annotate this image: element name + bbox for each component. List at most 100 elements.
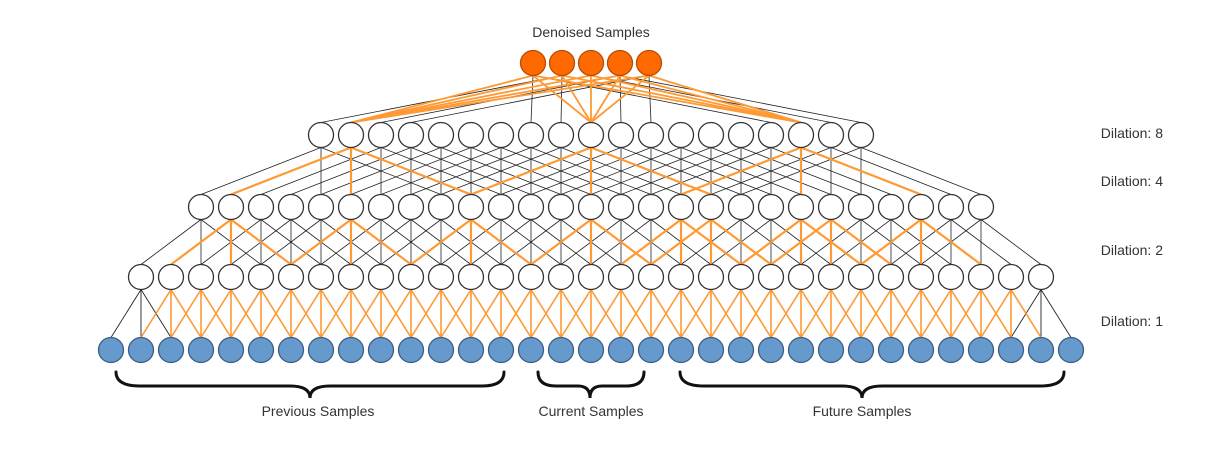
- input-sample-node: [817, 336, 845, 364]
- dilation-2-node: [757, 263, 785, 291]
- highlight-edge: [620, 289, 652, 338]
- dilation-8-node: [667, 121, 695, 149]
- highlight-edge: [648, 74, 802, 124]
- dilation-2-node: [547, 263, 575, 291]
- highlight-edge: [800, 146, 922, 196]
- highlight-edge: [590, 218, 652, 266]
- dilation-8-node: [697, 121, 725, 149]
- dilation-2-node: [937, 263, 965, 291]
- highlight-edge: [530, 218, 592, 266]
- highlight-edge: [230, 218, 292, 266]
- highlight-edge: [530, 289, 562, 338]
- highlight-edge: [350, 74, 563, 124]
- dilation-4-node: [967, 193, 995, 221]
- highlight-edge: [590, 74, 802, 124]
- denoised-sample-node: [519, 49, 547, 77]
- edge: [710, 147, 832, 195]
- dilation-8-node: [367, 121, 395, 149]
- dilation-2-node: [667, 263, 695, 291]
- dilation-2-node: [217, 263, 245, 291]
- edge: [560, 147, 682, 195]
- title-denoised-samples: Denoised Samples: [532, 24, 650, 40]
- highlight-edge: [170, 289, 202, 338]
- current-samples-label: Current Samples: [538, 403, 643, 419]
- input-sample-node: [487, 336, 515, 364]
- input-sample-node: [757, 336, 785, 364]
- highlight-edge: [710, 289, 742, 338]
- denoised-sample-node: [606, 49, 634, 77]
- highlight-edge: [680, 146, 802, 196]
- dilation-2-node: [517, 263, 545, 291]
- edge: [410, 147, 532, 195]
- highlight-edge: [290, 218, 352, 266]
- highlight-edge: [440, 289, 472, 338]
- dilation-4-node: [877, 193, 905, 221]
- highlight-edge: [230, 146, 352, 196]
- highlight-edge: [890, 289, 922, 338]
- dilation-2-node: [487, 263, 515, 291]
- dilation-8-node: [757, 121, 785, 149]
- input-sample-node: [547, 336, 575, 364]
- highlight-edge: [860, 289, 892, 338]
- highlight-edge: [800, 218, 862, 266]
- dilation-4-node: [337, 193, 365, 221]
- dilation-2-node: [157, 263, 185, 291]
- previous-samples-brace: [114, 370, 506, 399]
- dilation-4-node: [517, 193, 545, 221]
- dilation-2-node: [847, 263, 875, 291]
- input-sample-node: [937, 336, 965, 364]
- dilation-4-label: Dilation: 4: [1101, 173, 1163, 189]
- highlight-edge: [980, 289, 1012, 338]
- highlight-edge: [561, 75, 592, 123]
- dilation-2-node: [577, 263, 605, 291]
- nodes-layer: [97, 49, 1085, 364]
- input-sample-node: [277, 336, 305, 364]
- dilation-4-node: [547, 193, 575, 221]
- dilation-8-node: [547, 121, 575, 149]
- input-sample-node: [1057, 336, 1085, 364]
- input-sample-node: [517, 336, 545, 364]
- highlight-edge: [380, 289, 412, 338]
- dilation-8-node: [337, 121, 365, 149]
- highlight-edge: [860, 218, 922, 266]
- dilation-4-node: [457, 193, 485, 221]
- highlight-edge: [470, 289, 502, 338]
- highlight-edge: [920, 289, 952, 338]
- dilation-8-node: [487, 121, 515, 149]
- dilation-4-node: [727, 193, 755, 221]
- dilation-8-node: [847, 121, 875, 149]
- dilation-4-node: [367, 193, 395, 221]
- highlight-edge: [320, 289, 352, 338]
- dilation-2-node: [247, 263, 275, 291]
- edge: [500, 147, 622, 195]
- highlight-edge: [350, 146, 472, 196]
- input-sample-node: [247, 336, 275, 364]
- highlight-edge: [650, 289, 682, 338]
- input-sample-node: [727, 336, 755, 364]
- dilation-4-node: [757, 193, 785, 221]
- dilation-8-node: [427, 121, 455, 149]
- dilation-4-node: [607, 193, 635, 221]
- denoised-sample-node: [577, 49, 605, 77]
- highlight-edge: [350, 74, 650, 124]
- future-samples-label: Future Samples: [813, 403, 912, 419]
- dilation-8-node: [637, 121, 665, 149]
- highlight-edge: [410, 218, 472, 266]
- dilation-4-node: [577, 193, 605, 221]
- input-sample-node: [97, 336, 125, 364]
- dilation-2-label: Dilation: 2: [1101, 242, 1163, 258]
- edge: [860, 147, 982, 195]
- dilation-2-node: [997, 263, 1025, 291]
- input-sample-node: [847, 336, 875, 364]
- input-sample-node: [997, 336, 1025, 364]
- dilation-2-node: [607, 263, 635, 291]
- dilation-2-node: [337, 263, 365, 291]
- dilation-4-node: [847, 193, 875, 221]
- highlight-edge: [290, 289, 322, 338]
- highlight-edge: [500, 289, 532, 338]
- dilation-8-label: Dilation: 8: [1101, 125, 1163, 141]
- highlight-edge: [470, 146, 592, 196]
- dilation-4-node: [697, 193, 725, 221]
- input-sample-node: [367, 336, 395, 364]
